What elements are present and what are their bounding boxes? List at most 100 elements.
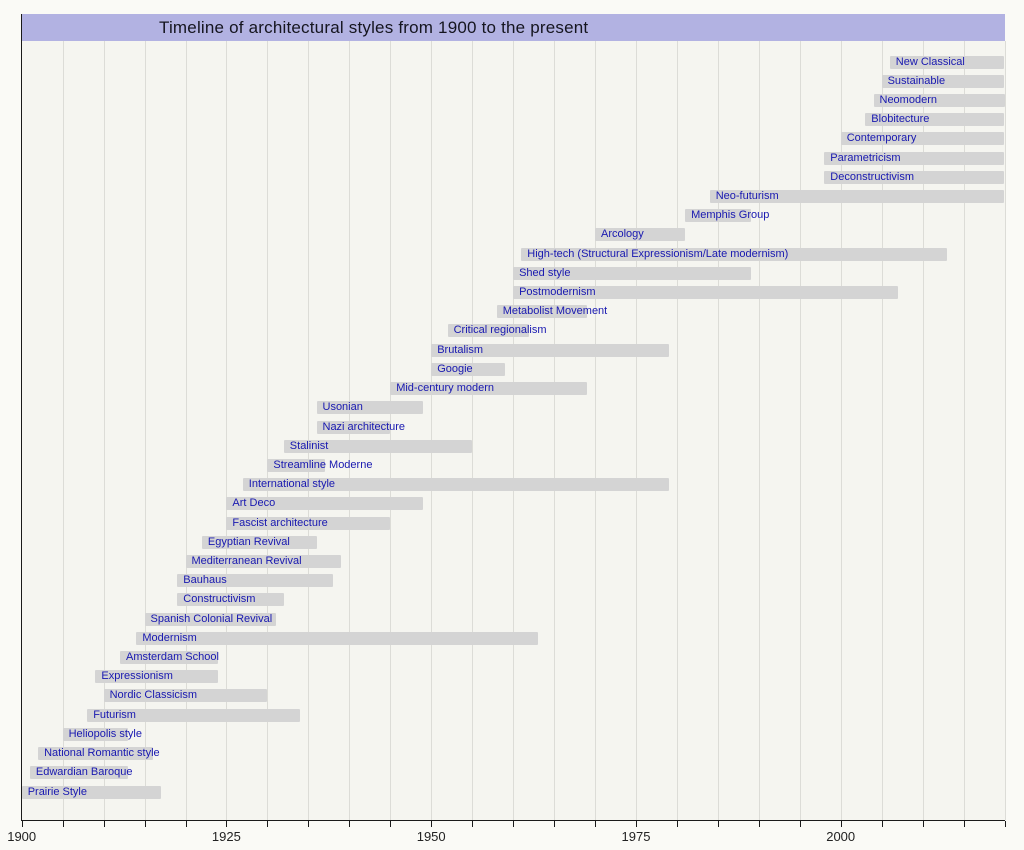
axis-tick-1925 <box>226 821 228 827</box>
timeline-bar-label: Expressionism <box>101 670 173 683</box>
axis-tick-1950 <box>431 821 433 827</box>
timeline-bar-label: Usonian <box>322 401 363 414</box>
axis-tick-label-2000: 2000 <box>826 829 856 844</box>
timeline-bar <box>513 286 898 299</box>
timeline-bar-label: Parametricism <box>830 151 901 164</box>
axis-tick-1905 <box>62 821 64 827</box>
gridline-2020 <box>1004 41 1006 820</box>
timeline-bar <box>95 670 219 684</box>
timeline-bar-label: Memphis Group <box>691 209 770 222</box>
gridline-2000 <box>840 41 842 820</box>
timeline-bar-label: Brutalism <box>437 343 484 356</box>
timeline-bar-label: International style <box>248 478 336 491</box>
timeline-bar-label: Bauhaus <box>183 574 227 587</box>
axis-tick-1960 <box>513 821 515 827</box>
timeline-bar <box>201 535 317 549</box>
axis-tick-label-1925: 1925 <box>211 829 241 844</box>
timeline-bar-label: Postmodernism <box>519 286 596 298</box>
timeline-bar-label: Nazi architecture <box>322 420 406 433</box>
axis-tick-1980 <box>676 821 678 827</box>
timeline-bar-label: Deconstructivism <box>830 170 915 183</box>
y-axis-line <box>21 14 22 820</box>
timeline-bar-label: Edwardian Baroque <box>35 766 133 779</box>
timeline-bar <box>824 151 1005 165</box>
timeline-bar-label: High-tech (Structural Expressionism/Late… <box>527 247 789 260</box>
gridline-1925 <box>226 41 228 820</box>
timeline-bar-label: Stalinist <box>289 439 329 452</box>
chart-title: Timeline of architectural styles from 19… <box>21 14 1005 41</box>
axis-tick-1965 <box>554 821 556 827</box>
timeline-bar <box>521 247 948 261</box>
gridline-1945 <box>390 41 392 820</box>
gridline-1985 <box>717 41 719 820</box>
timeline-bar <box>431 343 669 357</box>
timeline-bar-label: National Romantic style <box>44 747 160 760</box>
gridline-1950 <box>431 41 433 820</box>
axis-tick-1920 <box>185 821 187 827</box>
gridline-1970 <box>595 41 596 820</box>
timeline-bar-label: New Classical <box>895 55 965 68</box>
timeline-bar <box>185 555 342 568</box>
timeline-bar-label: Sustainable <box>887 74 946 87</box>
timeline-bar <box>316 401 423 415</box>
axis-tick-2020 <box>1004 821 1006 827</box>
timeline-bar <box>283 439 473 453</box>
timeline-bar <box>267 458 325 472</box>
timeline-bar-label: Futurism <box>93 708 136 721</box>
timeline-bar-label: Mediterranean Revival <box>191 555 302 567</box>
timeline-bar <box>120 651 219 664</box>
timeline-bar-label: Amsterdam School <box>126 651 219 663</box>
timeline-bar <box>242 478 669 492</box>
gridline-1905 <box>62 41 64 820</box>
axis-tick-1970 <box>595 821 596 827</box>
timeline-bar <box>144 612 276 626</box>
axis-tick-1985 <box>717 821 719 827</box>
timeline-bar <box>21 785 161 799</box>
axis-tick-1995 <box>799 821 801 827</box>
timeline-bar <box>62 727 129 741</box>
timeline-bar-label: Art Deco <box>232 497 276 510</box>
timeline-bar <box>865 113 1005 127</box>
axis-tick-1935 <box>308 821 310 827</box>
timeline-bar <box>685 209 751 223</box>
timeline-bar-label: Streamline Moderne <box>273 458 373 471</box>
timeline-bar-label: Prairie Style <box>27 785 87 798</box>
axis-tick-label-1975: 1975 <box>621 829 651 844</box>
timeline-bar <box>513 266 751 280</box>
timeline-bar-label: Modernism <box>142 631 197 644</box>
axis-tick-2005 <box>881 821 883 827</box>
timeline-bar <box>38 747 153 761</box>
gridline-1990 <box>758 41 760 820</box>
gridline-1960 <box>513 41 515 820</box>
timeline-bar <box>595 228 686 242</box>
axis-tick-1990 <box>758 821 760 827</box>
timeline-bar <box>824 170 1005 184</box>
axis-tick-1915 <box>144 821 146 827</box>
axis-tick-1955 <box>472 821 474 827</box>
timeline-bar <box>709 190 1005 203</box>
timeline-bar <box>87 708 301 722</box>
timeline-bar-label: Contemporary <box>846 132 917 145</box>
timeline-bar-label: Constructivism <box>183 593 256 606</box>
gridline-1930 <box>267 41 269 820</box>
timeline-bar <box>316 420 391 434</box>
gridline-1920 <box>185 41 187 820</box>
timeline-bar-label: Blobitecture <box>871 113 930 126</box>
timeline-bar <box>226 497 423 511</box>
timeline-bar-label: Arcology <box>601 228 644 241</box>
timeline-bar <box>177 574 333 588</box>
gridline-1955 <box>472 41 474 820</box>
timeline-bar-label: Egyptian Revival <box>207 535 290 548</box>
timeline-bar <box>226 516 391 530</box>
timeline-bar-label: Neo-futurism <box>715 190 779 202</box>
axis-tick-label-1900: 1900 <box>7 829 37 844</box>
timeline-bar <box>431 362 505 376</box>
timeline-bar-label: Neomodern <box>879 93 937 106</box>
timeline-bar <box>840 132 1005 146</box>
gridline-1975 <box>636 41 637 820</box>
gridline-1995 <box>799 41 801 820</box>
axis-tick-1900 <box>21 821 23 827</box>
timeline-bar-label: Fascist architecture <box>232 516 328 529</box>
timeline-bar <box>177 593 284 607</box>
